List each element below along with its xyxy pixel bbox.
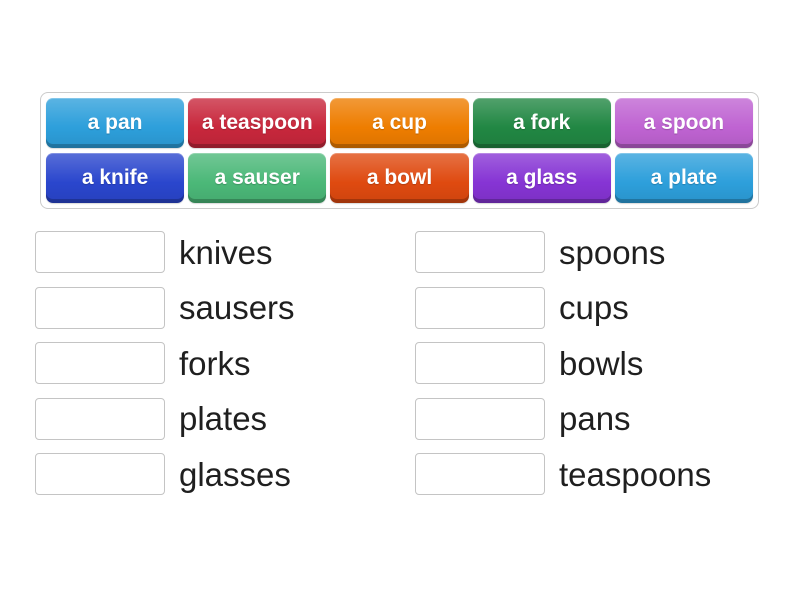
match-label: pans — [559, 400, 631, 437]
drop-slot[interactable] — [35, 231, 165, 273]
word-tile[interactable]: a knife — [46, 153, 185, 203]
match-label: cups — [559, 289, 629, 326]
drop-slot[interactable] — [415, 397, 545, 440]
match-row: pans — [415, 397, 711, 440]
word-tile[interactable]: a bowl — [330, 153, 469, 203]
word-tile[interactable]: a sauser — [188, 153, 327, 203]
word-tile[interactable]: a fork — [472, 98, 611, 148]
match-label: teaspoons — [559, 455, 712, 493]
word-tile[interactable]: a plate — [614, 153, 753, 203]
drop-slot[interactable] — [35, 453, 165, 495]
match-row: knives — [35, 231, 295, 273]
word-bank: a pan a teaspoon a cup a fork a spoon a … — [40, 92, 759, 209]
match-label: sausers — [179, 289, 295, 326]
match-row: spoons — [415, 231, 711, 273]
drop-slot[interactable] — [415, 342, 545, 384]
word-tile[interactable]: a pan — [46, 98, 185, 148]
drop-slot[interactable] — [415, 231, 545, 273]
drop-slot[interactable] — [415, 286, 545, 329]
word-tile[interactable]: a spoon — [614, 98, 753, 148]
match-label: glasses — [179, 455, 291, 493]
match-label: knives — [179, 233, 273, 271]
word-tile[interactable]: a cup — [330, 98, 469, 148]
match-row: teaspoons — [415, 453, 711, 495]
match-label: plates — [179, 400, 268, 437]
match-label: forks — [179, 344, 251, 382]
match-label: bowls — [559, 344, 644, 382]
word-tile[interactable]: a teaspoon — [188, 98, 327, 148]
match-row: forks — [35, 342, 295, 384]
drop-slot[interactable] — [35, 286, 165, 329]
match-row: plates — [35, 397, 295, 440]
match-row: cups — [415, 286, 711, 329]
match-row: glasses — [35, 453, 295, 495]
drop-slot[interactable] — [415, 453, 545, 495]
match-column-right: spoons cups bowls pans teaspoons — [415, 231, 711, 495]
drop-slot[interactable] — [35, 342, 165, 384]
match-label: spoons — [559, 233, 666, 271]
match-row: bowls — [415, 342, 711, 384]
match-row: sausers — [35, 286, 295, 329]
match-column-left: knives sausers forks plates glasses — [35, 231, 295, 495]
word-tile[interactable]: a glass — [472, 153, 611, 203]
drop-slot[interactable] — [35, 397, 165, 440]
